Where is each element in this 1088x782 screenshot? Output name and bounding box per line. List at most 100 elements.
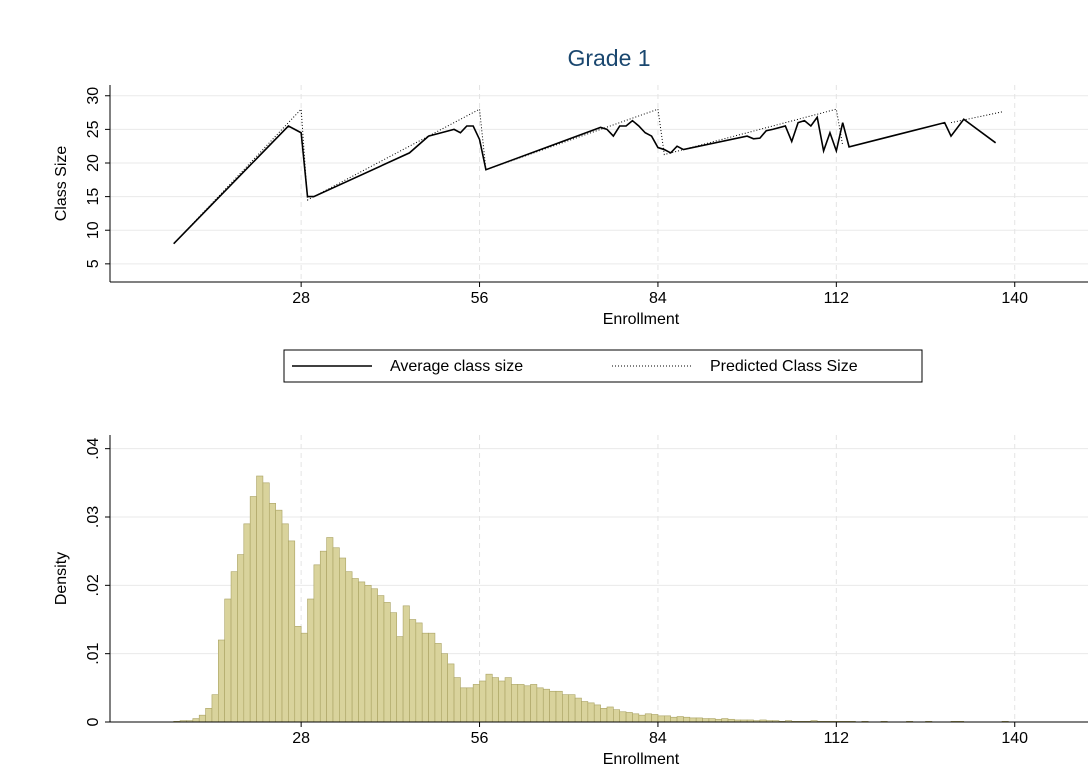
y-axis-label: Class Size: [53, 146, 70, 222]
x-tick-label: 28: [292, 290, 310, 307]
histogram-bar: [339, 557, 347, 723]
series-line: [173, 115, 997, 245]
histogram-bar: [721, 718, 729, 723]
histogram-bar: [421, 632, 429, 723]
histogram-bar: [402, 605, 410, 723]
histogram-bar: [377, 595, 385, 723]
histogram-bar: [708, 718, 716, 723]
histogram-bar: [491, 677, 499, 723]
histogram-bar: [619, 711, 627, 723]
y-tick-label: 10: [85, 221, 102, 239]
histogram-bar: [243, 523, 251, 723]
histogram-bar: [479, 680, 487, 723]
histogram-bar: [211, 694, 219, 723]
histogram-bar: [256, 475, 264, 723]
histogram-bar: [689, 717, 697, 723]
histogram-bar: [192, 718, 200, 723]
histogram-bar: [593, 704, 601, 723]
x-tick-label: 140: [1001, 290, 1028, 307]
histogram-bar: [542, 688, 550, 723]
histogram-bar: [230, 571, 238, 723]
histogram-bar: [332, 547, 340, 723]
histogram-bar: [358, 581, 366, 723]
y-tick-label: .01: [85, 642, 102, 664]
histogram-bar: [562, 694, 570, 723]
histogram-bar: [383, 602, 391, 723]
histogram-bar: [319, 550, 327, 723]
histogram-bar: [460, 687, 468, 723]
histogram-bar: [396, 636, 404, 723]
histogram-bar: [485, 673, 493, 723]
histogram-bar: [249, 496, 257, 723]
histogram-bar: [549, 690, 557, 723]
histogram-bar: [613, 709, 621, 723]
x-axis-label: Enrollment: [603, 751, 680, 768]
histogram-bar: [517, 684, 525, 723]
histogram-bar: [224, 598, 232, 723]
y-tick-label: 30: [85, 87, 102, 105]
histogram-bar: [511, 684, 519, 723]
x-tick-label: 140: [1001, 730, 1028, 747]
histogram-bar: [555, 690, 563, 723]
histogram-bar: [447, 663, 455, 723]
histogram-bar: [218, 639, 225, 723]
histogram-bar: [600, 708, 608, 723]
histogram-bar: [568, 694, 576, 723]
y-tick-label: 20: [85, 154, 102, 172]
histogram-bar: [670, 716, 678, 723]
x-tick-label: 28: [292, 730, 310, 747]
histogram-bar: [587, 702, 595, 723]
histogram-bar: [657, 715, 665, 723]
legend-label: Predicted Class Size: [710, 358, 858, 375]
histogram-bar: [466, 687, 474, 723]
x-tick-label: 84: [649, 290, 667, 307]
histogram-bar: [237, 554, 245, 723]
histogram-bar: [313, 564, 321, 723]
x-tick-label: 84: [649, 730, 667, 747]
histogram-bar: [574, 697, 582, 723]
histogram-bar: [262, 482, 270, 723]
x-tick-label: 112: [824, 730, 850, 747]
histogram-bar: [434, 643, 442, 723]
histogram-bar: [364, 585, 372, 723]
histogram-bar: [695, 717, 703, 723]
histogram-bar: [606, 706, 614, 723]
histogram-bar: [370, 588, 378, 723]
histogram-bar: [268, 503, 276, 723]
histogram-bar: [472, 684, 480, 723]
histogram-bar: [625, 712, 633, 723]
chart-title: Grade 1: [567, 45, 650, 71]
histogram-bar: [504, 677, 512, 723]
histogram-bar: [702, 718, 710, 723]
histogram-bar: [294, 626, 302, 723]
histogram-bar: [205, 708, 213, 723]
y-tick-label: .04: [85, 437, 102, 459]
histogram-bar: [288, 540, 296, 723]
legend-label: Average class size: [390, 358, 523, 375]
y-axis-label: Density: [53, 552, 70, 605]
histogram-bar: [300, 632, 308, 723]
histogram-bar: [581, 701, 589, 723]
histogram-bar: [676, 716, 684, 723]
x-axis-label: Enrollment: [603, 311, 680, 328]
histogram-bar: [651, 714, 659, 723]
histogram-bar: [644, 713, 652, 723]
histogram-bar: [275, 509, 283, 723]
histogram-bar: [351, 578, 359, 723]
histogram-bar: [409, 619, 417, 723]
histogram-bar: [390, 612, 398, 723]
histogram-bar: [632, 713, 640, 723]
y-tick-label: 0: [85, 717, 102, 726]
x-tick-label: 56: [471, 730, 489, 747]
histogram-bar: [498, 680, 506, 723]
y-tick-label: .02: [85, 574, 102, 596]
histogram-bar: [664, 715, 671, 723]
histogram-bar: [198, 714, 206, 723]
y-tick-label: 5: [85, 259, 102, 268]
histogram-bar: [307, 598, 315, 723]
y-tick-label: .03: [85, 506, 102, 528]
histogram-bar: [281, 523, 289, 723]
histogram-bar: [523, 685, 531, 723]
y-tick-label: 15: [85, 188, 102, 206]
